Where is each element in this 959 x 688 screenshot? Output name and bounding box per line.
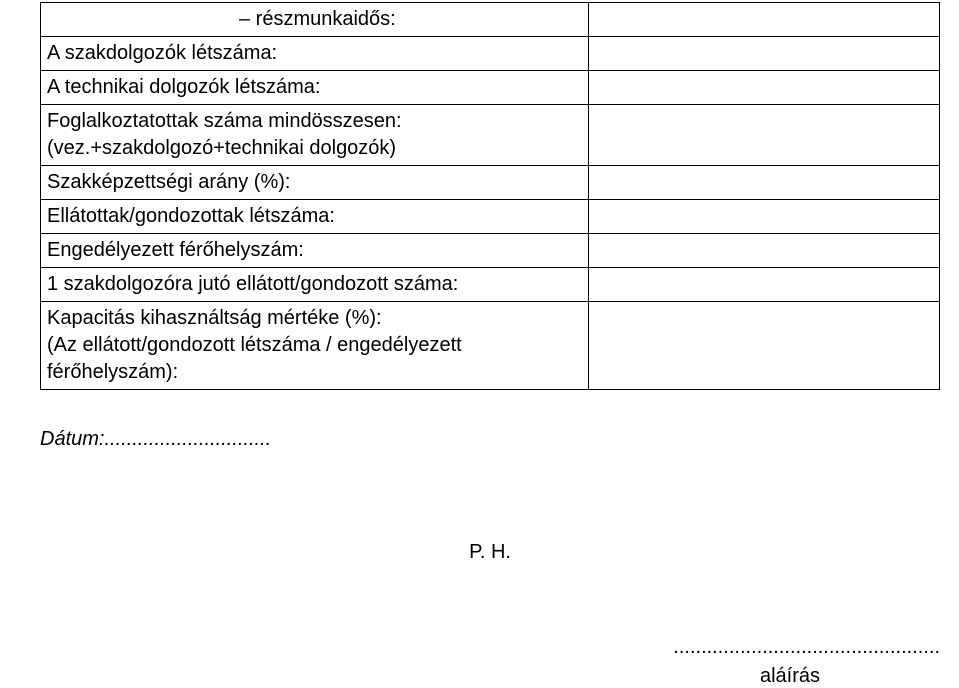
- stamp-placeholder: P. H.: [40, 541, 940, 564]
- table-row: Engedélyezett férőhelyszám:: [41, 234, 940, 268]
- table-row: A szakdolgozók létszáma:: [41, 37, 940, 71]
- row-value-cell[interactable]: [588, 71, 939, 105]
- row-value-cell[interactable]: [588, 166, 939, 200]
- signature-line: ........................................…: [40, 636, 940, 659]
- table-row: A technikai dolgozók létszáma:: [41, 71, 940, 105]
- row-value-cell[interactable]: [588, 3, 939, 37]
- row-label-cell: Ellátottak/gondozottak létszáma:: [41, 200, 589, 234]
- row-label-cell: A szakdolgozók létszáma:: [41, 37, 589, 71]
- signature-label: aláírás: [40, 665, 940, 688]
- date-dots: ..............................: [104, 428, 271, 450]
- table-row: Szakképzettségi arány (%):: [41, 166, 940, 200]
- row-value-cell[interactable]: [588, 302, 939, 390]
- date-label: Dátum:: [40, 428, 104, 450]
- signature-block: ........................................…: [40, 636, 940, 688]
- date-line: Dátum:..............................: [40, 428, 959, 451]
- row-label-cell: Foglalkoztatottak száma mindösszesen: (v…: [41, 105, 589, 166]
- table-row: Ellátottak/gondozottak létszáma:: [41, 200, 940, 234]
- row-label-cell: Engedélyezett férőhelyszám:: [41, 234, 589, 268]
- form-table: – részmunkaidős: A szakdolgozók létszáma…: [40, 2, 940, 390]
- row-value-cell[interactable]: [588, 200, 939, 234]
- row-label-cell: Szakképzettségi arány (%):: [41, 166, 589, 200]
- row-value-cell[interactable]: [588, 105, 939, 166]
- row-label-cell: – részmunkaidős:: [41, 3, 589, 37]
- row-value-cell[interactable]: [588, 37, 939, 71]
- row-label-cell: 1 szakdolgozóra jutó ellátott/gondozott …: [41, 268, 589, 302]
- row-label-indented: – részmunkaidős:: [47, 6, 396, 33]
- row-value-cell[interactable]: [588, 268, 939, 302]
- row-label-cell: A technikai dolgozók létszáma:: [41, 71, 589, 105]
- table-row: – részmunkaidős:: [41, 3, 940, 37]
- table-row: 1 szakdolgozóra jutó ellátott/gondozott …: [41, 268, 940, 302]
- table-row: Kapacitás kihasználtság mértéke (%): (Az…: [41, 302, 940, 390]
- table-row: Foglalkoztatottak száma mindösszesen: (v…: [41, 105, 940, 166]
- row-label-cell: Kapacitás kihasználtság mértéke (%): (Az…: [41, 302, 589, 390]
- row-value-cell[interactable]: [588, 234, 939, 268]
